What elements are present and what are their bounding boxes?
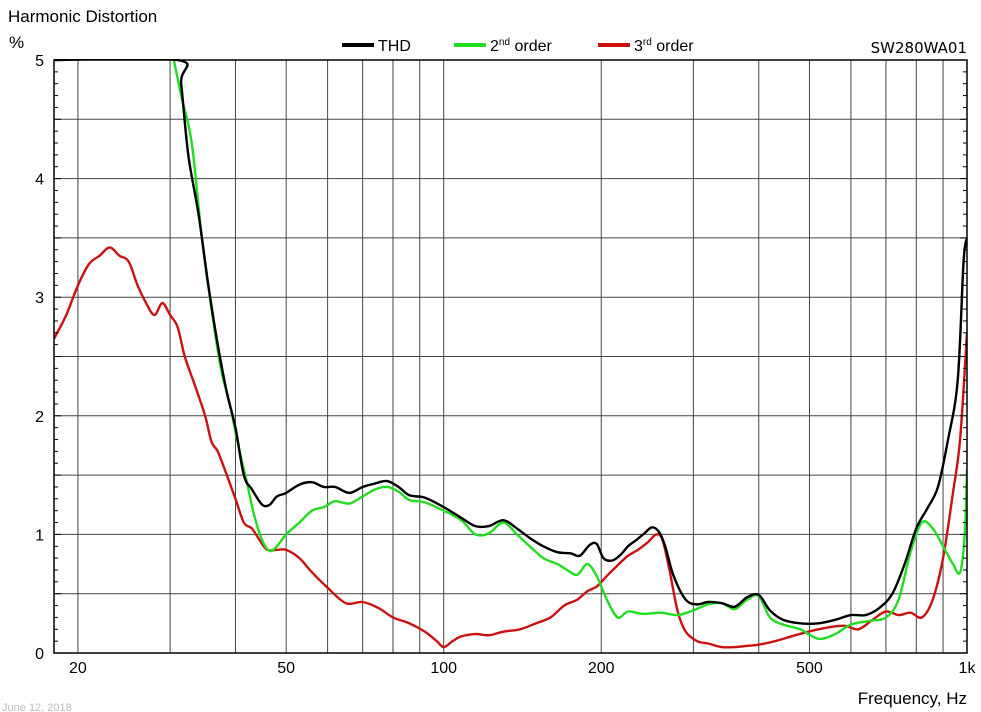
y-tick-label: 0	[35, 646, 44, 663]
x-tick-label: 1k	[959, 660, 977, 677]
axis-labels: 0 1 2 3 4 5 20 50 100 200 500 1k	[35, 53, 976, 677]
y-tick-label: 1	[35, 527, 44, 544]
y-tick-label: 4	[35, 172, 44, 189]
series-line-2nd-order	[172, 59, 967, 641]
x-tick-label: 20	[69, 660, 87, 677]
x-tick-label: 50	[277, 660, 295, 677]
x-tick-label: 100	[430, 660, 457, 677]
y-tick-label: 5	[35, 53, 44, 70]
series-layer	[54, 59, 967, 649]
ticks	[54, 59, 967, 654]
series-line-3rd-order	[54, 246, 967, 649]
chart-title: Harmonic Distortion	[8, 7, 157, 26]
y-tick-label: 3	[35, 290, 44, 307]
x-tick-label: 200	[588, 660, 615, 677]
legend-label-2nd-order: 2nd order	[490, 37, 553, 55]
y-tick-label: 2	[35, 409, 44, 426]
grid	[54, 60, 967, 653]
legend: THD 2nd order 3rd order	[342, 37, 694, 55]
legend-label-3rd-order: 3rd order	[634, 37, 694, 55]
legend-label-thd: THD	[378, 38, 411, 55]
y-axis-label: %	[9, 33, 24, 52]
series-line-thd	[54, 59, 967, 625]
x-tick-label: 500	[796, 660, 823, 677]
x-axis-label: Frequency, Hz	[858, 689, 967, 708]
model-label: SW280WA01	[871, 39, 967, 57]
date-label: June 12, 2018	[2, 702, 72, 712]
